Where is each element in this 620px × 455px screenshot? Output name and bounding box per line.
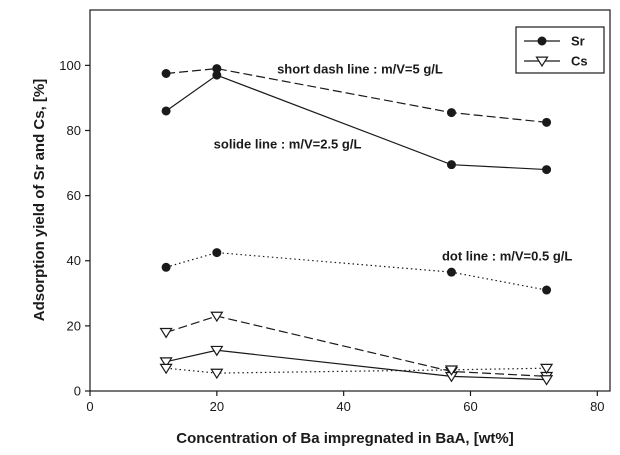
legend-item-sr: Sr — [524, 34, 585, 49]
series-sr-dashed — [161, 64, 552, 127]
y-tick-label: 80 — [67, 123, 81, 138]
data-point — [540, 375, 554, 386]
data-point — [446, 267, 456, 277]
annotation-layer: short dash line : m/V=5 g/L solide line :… — [214, 62, 573, 264]
x-tick-label: 40 — [336, 399, 350, 414]
series-line — [166, 367, 547, 374]
data-point — [446, 160, 456, 170]
legend-box — [515, 26, 605, 74]
series-layer — [159, 64, 554, 386]
data-point — [159, 327, 173, 339]
data-point — [446, 108, 456, 118]
data-point — [210, 345, 224, 357]
y-tick-label: 40 — [67, 253, 81, 268]
annotation-label: dot line : m/V=0.5 g/L — [442, 249, 572, 264]
y-tick-label: 60 — [67, 188, 81, 203]
y-axis-label: Adsorption yield of Sr and Cs, [%] — [31, 79, 48, 322]
x-tick-label: 20 — [210, 399, 224, 414]
series-line — [165, 74, 547, 171]
legend: Sr Cs — [515, 26, 605, 74]
data-point — [212, 248, 222, 258]
legend-label: Cs — [571, 54, 588, 69]
y-tick-label: 100 — [59, 58, 81, 73]
data-point — [210, 368, 224, 380]
x-tick-label: 0 — [86, 399, 93, 414]
legend-marker — [537, 36, 547, 46]
series-line — [165, 315, 547, 377]
data-point — [210, 311, 224, 323]
series-cs-solid — [159, 345, 554, 386]
x-tick-label: 60 — [463, 399, 477, 414]
x-axis: 0 20 40 60 80 — [86, 391, 605, 414]
y-tick-label: 0 — [74, 384, 81, 399]
series-line — [166, 68, 547, 123]
legend-label: Sr — [571, 34, 585, 49]
data-point — [212, 70, 222, 80]
data-point — [540, 363, 554, 375]
x-tick-label: 80 — [590, 399, 604, 414]
series-cs-dotted — [159, 363, 554, 380]
x-axis-label: Concentration of Ba impregnated in BaA, … — [176, 430, 514, 447]
data-point — [542, 285, 552, 295]
series-sr-solid — [161, 70, 552, 175]
data-point — [161, 69, 171, 78]
data-point — [542, 165, 552, 175]
data-point — [161, 262, 171, 272]
y-tick-label: 20 — [67, 318, 81, 333]
data-point — [161, 106, 171, 116]
annotation-label: solide line : m/V=2.5 g/L — [214, 136, 362, 151]
data-point — [159, 363, 173, 375]
y-axis: 0 20 40 60 80 100 — [59, 58, 90, 399]
legend-item-cs: Cs — [524, 54, 588, 69]
annotation-label: short dash line : m/V=5 g/L — [277, 62, 443, 77]
data-point — [542, 117, 552, 127]
legend-marker — [535, 56, 549, 68]
data-point — [444, 365, 459, 376]
data-point — [159, 357, 173, 368]
series-sr-dotted — [161, 248, 552, 295]
series-line — [165, 349, 547, 381]
plot-frame — [89, 9, 611, 392]
